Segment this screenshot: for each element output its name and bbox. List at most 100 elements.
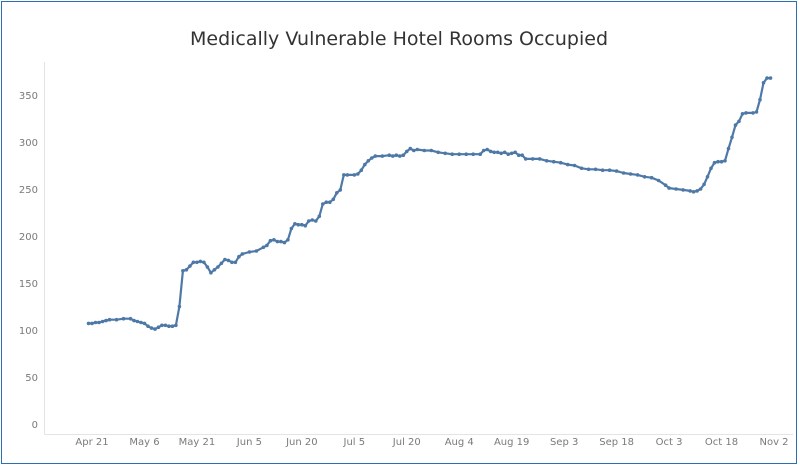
data-point[interactable] — [352, 173, 357, 177]
data-point[interactable] — [705, 175, 710, 179]
data-point[interactable] — [128, 316, 133, 321]
data-point[interactable] — [663, 183, 668, 187]
data-point[interactable] — [412, 148, 416, 153]
data-point[interactable] — [506, 152, 511, 156]
data-point[interactable] — [93, 320, 98, 325]
data-point[interactable] — [716, 159, 720, 164]
data-point[interactable] — [391, 154, 395, 158]
data-point[interactable] — [265, 243, 269, 248]
data-point[interactable] — [520, 153, 524, 157]
data-point[interactable] — [492, 150, 497, 155]
data-point[interactable] — [296, 222, 301, 227]
data-point[interactable] — [723, 159, 727, 163]
data-point[interactable] — [464, 152, 469, 156]
data-point[interactable] — [202, 260, 206, 265]
data-point[interactable] — [730, 135, 734, 140]
data-point[interactable] — [132, 318, 136, 323]
data-point[interactable] — [310, 218, 315, 222]
data-point[interactable] — [314, 219, 318, 223]
data-point[interactable] — [289, 226, 294, 231]
data-point[interactable] — [488, 149, 493, 154]
data-point[interactable] — [212, 268, 217, 272]
data-point[interactable] — [363, 162, 367, 167]
data-point[interactable] — [674, 187, 678, 191]
data-point[interactable] — [649, 175, 654, 180]
data-point[interactable] — [331, 197, 336, 202]
data-point[interactable] — [247, 250, 252, 254]
data-point[interactable] — [153, 327, 157, 331]
data-point[interactable] — [422, 148, 427, 153]
data-point[interactable] — [359, 168, 364, 172]
data-point[interactable] — [149, 326, 154, 330]
data-point[interactable] — [740, 112, 745, 116]
data-point[interactable] — [205, 265, 210, 269]
data-point[interactable] — [516, 153, 521, 157]
data-point[interactable] — [537, 157, 542, 161]
data-point[interactable] — [398, 154, 402, 158]
data-point[interactable] — [656, 178, 661, 183]
data-point[interactable] — [509, 151, 514, 156]
data-point[interactable] — [761, 81, 766, 85]
data-point[interactable] — [530, 157, 535, 161]
data-point[interactable] — [478, 152, 483, 156]
data-point[interactable] — [754, 110, 759, 114]
data-point[interactable] — [405, 149, 409, 154]
data-point[interactable] — [163, 323, 168, 328]
data-point[interactable] — [726, 146, 731, 151]
data-point[interactable] — [408, 146, 413, 151]
data-point[interactable] — [97, 320, 101, 325]
data-point[interactable] — [139, 320, 143, 325]
data-point[interactable] — [513, 150, 517, 155]
data-point[interactable] — [300, 222, 304, 227]
data-point[interactable] — [209, 270, 213, 275]
data-point[interactable] — [572, 163, 577, 168]
data-point[interactable] — [233, 260, 238, 265]
data-point[interactable] — [261, 245, 266, 250]
data-point[interactable] — [177, 304, 182, 309]
data-point[interactable] — [614, 169, 619, 173]
data-point[interactable] — [450, 152, 455, 156]
data-point[interactable] — [121, 316, 126, 321]
data-point[interactable] — [607, 168, 612, 172]
data-point[interactable] — [370, 156, 374, 160]
data-point[interactable] — [579, 166, 584, 171]
data-point[interactable] — [593, 167, 598, 172]
data-point[interactable] — [160, 323, 164, 328]
data-point[interactable] — [275, 239, 280, 244]
data-point[interactable] — [272, 238, 276, 242]
data-point[interactable] — [436, 150, 441, 155]
data-point[interactable] — [457, 152, 462, 156]
data-point[interactable] — [90, 321, 94, 326]
data-point[interactable] — [184, 268, 189, 272]
data-point[interactable] — [279, 239, 283, 244]
data-point[interactable] — [321, 202, 325, 206]
data-point[interactable] — [324, 200, 329, 204]
data-point[interactable] — [156, 325, 161, 330]
data-point[interactable] — [387, 153, 392, 157]
data-point[interactable] — [86, 321, 91, 326]
data-point[interactable] — [135, 319, 140, 324]
data-point[interactable] — [303, 223, 308, 228]
data-point[interactable] — [328, 200, 332, 204]
data-point[interactable] — [628, 172, 633, 176]
data-point[interactable] — [226, 258, 231, 263]
data-point[interactable] — [142, 321, 147, 326]
data-point[interactable] — [307, 219, 311, 223]
data-point[interactable] — [565, 162, 570, 167]
data-point[interactable] — [667, 186, 671, 190]
data-point[interactable] — [195, 260, 199, 265]
data-point[interactable] — [191, 260, 196, 265]
data-point[interactable] — [240, 252, 245, 256]
data-point[interactable] — [544, 159, 549, 163]
data-point[interactable] — [254, 249, 259, 253]
data-point[interactable] — [216, 265, 220, 269]
data-point[interactable] — [751, 111, 755, 115]
data-point[interactable] — [342, 173, 346, 177]
data-point[interactable] — [691, 190, 696, 194]
data-point[interactable] — [293, 222, 297, 226]
data-point[interactable] — [502, 150, 507, 155]
data-point[interactable] — [167, 324, 171, 329]
data-point[interactable] — [107, 317, 112, 322]
data-point[interactable] — [345, 173, 350, 177]
data-point[interactable] — [198, 259, 203, 264]
